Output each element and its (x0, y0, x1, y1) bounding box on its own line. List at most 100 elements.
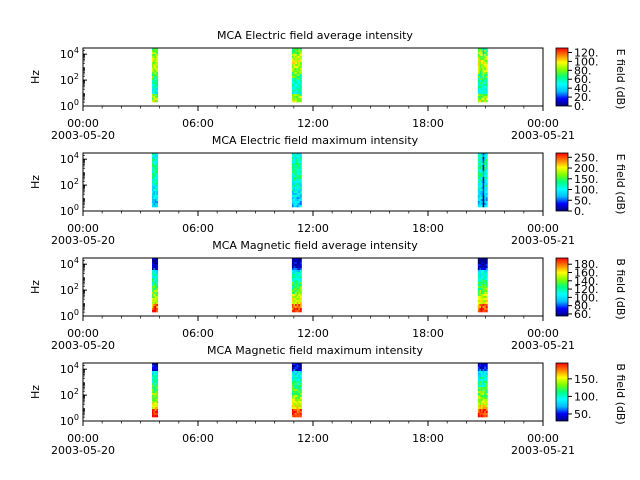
data-cell (299, 294, 302, 297)
data-cell (152, 183, 154, 186)
data-cell (291, 296, 294, 299)
data-cell (477, 415, 480, 418)
data-cell (479, 276, 482, 279)
data-column (152, 153, 159, 208)
data-cell (485, 274, 488, 277)
data-cell (293, 371, 296, 374)
data-cell (291, 310, 294, 313)
data-cell (291, 413, 294, 416)
data-cell (295, 50, 298, 53)
data-cell (295, 161, 298, 164)
data-cell (298, 193, 301, 196)
data-cell (153, 74, 156, 77)
data-cell (298, 64, 301, 67)
data-cell (296, 187, 299, 190)
data-cell (153, 395, 156, 398)
data-cell (156, 175, 159, 178)
data-cell (485, 310, 488, 313)
y-tick-label: 100 (60, 98, 79, 113)
data-cell (298, 181, 301, 184)
data-cell (152, 179, 154, 182)
data-cell (291, 403, 294, 406)
data-cell (484, 155, 487, 158)
data-cell (153, 292, 156, 295)
data-cell (152, 367, 154, 370)
data-cell (485, 86, 488, 89)
data-cell (298, 177, 301, 180)
data-cell (477, 84, 480, 87)
data-cell (296, 304, 299, 307)
data-cell (154, 159, 157, 162)
data-cell (295, 52, 298, 55)
x-tick-label: 18:00 (412, 117, 444, 130)
data-cell (481, 157, 483, 160)
data-cell (154, 385, 157, 388)
data-cell (295, 100, 298, 103)
data-cell (156, 387, 159, 390)
data-cell (156, 393, 159, 396)
data-cell (291, 290, 294, 293)
data-cell (481, 405, 483, 408)
data-cell (293, 401, 296, 404)
data-cell (295, 88, 298, 91)
data-cell (298, 62, 301, 65)
colorbar-label: E field (dB) (614, 49, 627, 110)
data-cell (298, 397, 301, 400)
data-cell (477, 278, 480, 281)
data-cell (295, 62, 298, 65)
data-cell (152, 399, 154, 402)
data-cell (156, 383, 159, 386)
colorbar-tick-label: 0. (574, 205, 585, 218)
data-cell (477, 389, 480, 392)
data-cell (152, 308, 154, 311)
data-cell (152, 381, 154, 384)
data-cell (485, 98, 488, 101)
data-cell (293, 272, 296, 275)
data-cell (484, 157, 487, 160)
data-cell (293, 48, 296, 51)
data-cell (291, 181, 294, 184)
data-cell (293, 155, 296, 158)
data-cell (152, 68, 154, 71)
data-cell (298, 52, 301, 55)
data-cell (156, 369, 159, 372)
data-cell (296, 282, 299, 285)
data-cell (481, 411, 483, 414)
data-cell (298, 306, 301, 309)
data-cell (291, 306, 294, 309)
data-cell (479, 56, 482, 59)
data-cell (154, 94, 157, 97)
data-cell (299, 264, 302, 267)
data-cell (293, 395, 296, 398)
data-cell (299, 304, 302, 307)
data-cell (152, 163, 154, 166)
data-cell (156, 306, 159, 309)
data-cell (153, 201, 156, 204)
data-cell (481, 399, 483, 402)
data-cell (152, 92, 154, 95)
data-cell (481, 163, 483, 166)
data-cell (154, 284, 157, 287)
data-cell (295, 187, 298, 190)
data-cell (156, 58, 159, 61)
data-cell (296, 80, 299, 83)
data-cell (485, 300, 488, 303)
data-cell (154, 302, 157, 305)
data-cell (479, 298, 482, 301)
data-cell (482, 189, 485, 192)
data-cell (291, 159, 294, 162)
data-cell (293, 413, 296, 416)
data-cell (154, 377, 157, 380)
data-cell (479, 165, 482, 168)
data-cell (484, 387, 487, 390)
data-cell (293, 288, 296, 291)
data-cell (481, 276, 483, 279)
data-cell (156, 272, 159, 275)
data-cell (156, 84, 159, 87)
data-cell (296, 415, 299, 418)
data-cell (484, 94, 487, 97)
data-cell (482, 284, 485, 287)
data-cell (295, 389, 298, 392)
data-cell (299, 56, 302, 59)
data-cell (291, 82, 294, 85)
